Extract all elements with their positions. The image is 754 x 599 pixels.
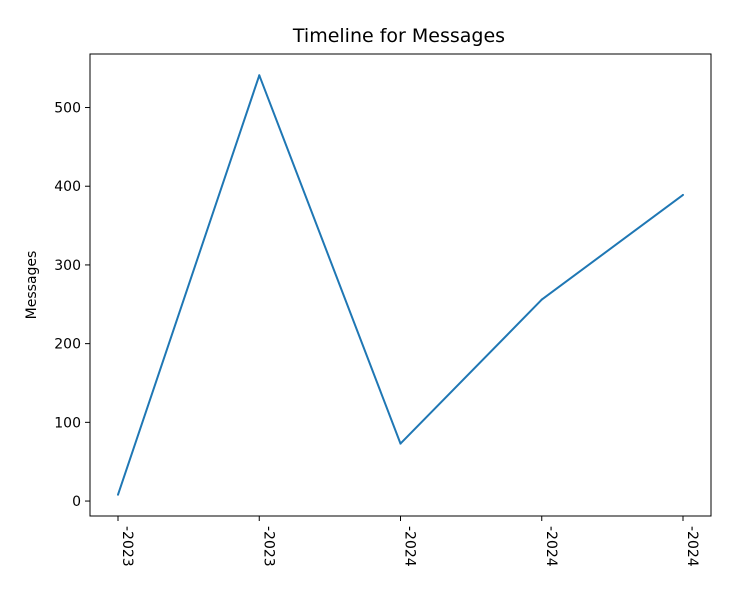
series-group: [117, 74, 684, 496]
series-line-0: [117, 74, 684, 496]
y-axis: 0 100 200 300 400 500: [54, 101, 90, 510]
data-point-0-2: [399, 442, 402, 445]
y-tick-label-5: 500: [54, 101, 81, 117]
x-tick-label-2: -2024: [402, 526, 418, 567]
y-tick-label-1: 100: [54, 415, 81, 431]
data-point-0-1: [258, 74, 261, 77]
x-tick-label-0: -2023: [119, 526, 135, 567]
x-tick-label-4: -2024: [684, 526, 700, 567]
x-tick-label-3: -2024: [543, 526, 559, 567]
y-tick-label-0: 0: [72, 494, 81, 510]
data-point-0-3: [540, 298, 543, 301]
data-point-0-4: [682, 193, 684, 196]
chart-title: Timeline for Messages: [292, 25, 505, 47]
x-axis: -2023 -2023 -2024 -2024 -2024: [117, 516, 700, 567]
x-tick-label-1: -2023: [260, 526, 276, 567]
y-tick-label-2: 200: [54, 337, 81, 353]
plot-area: [89, 53, 712, 517]
y-tick-label-4: 400: [54, 179, 81, 195]
y-tick-label-3: 300: [54, 258, 81, 274]
data-point-0-0: [117, 493, 119, 496]
y-axis-label: Messages: [24, 251, 40, 320]
